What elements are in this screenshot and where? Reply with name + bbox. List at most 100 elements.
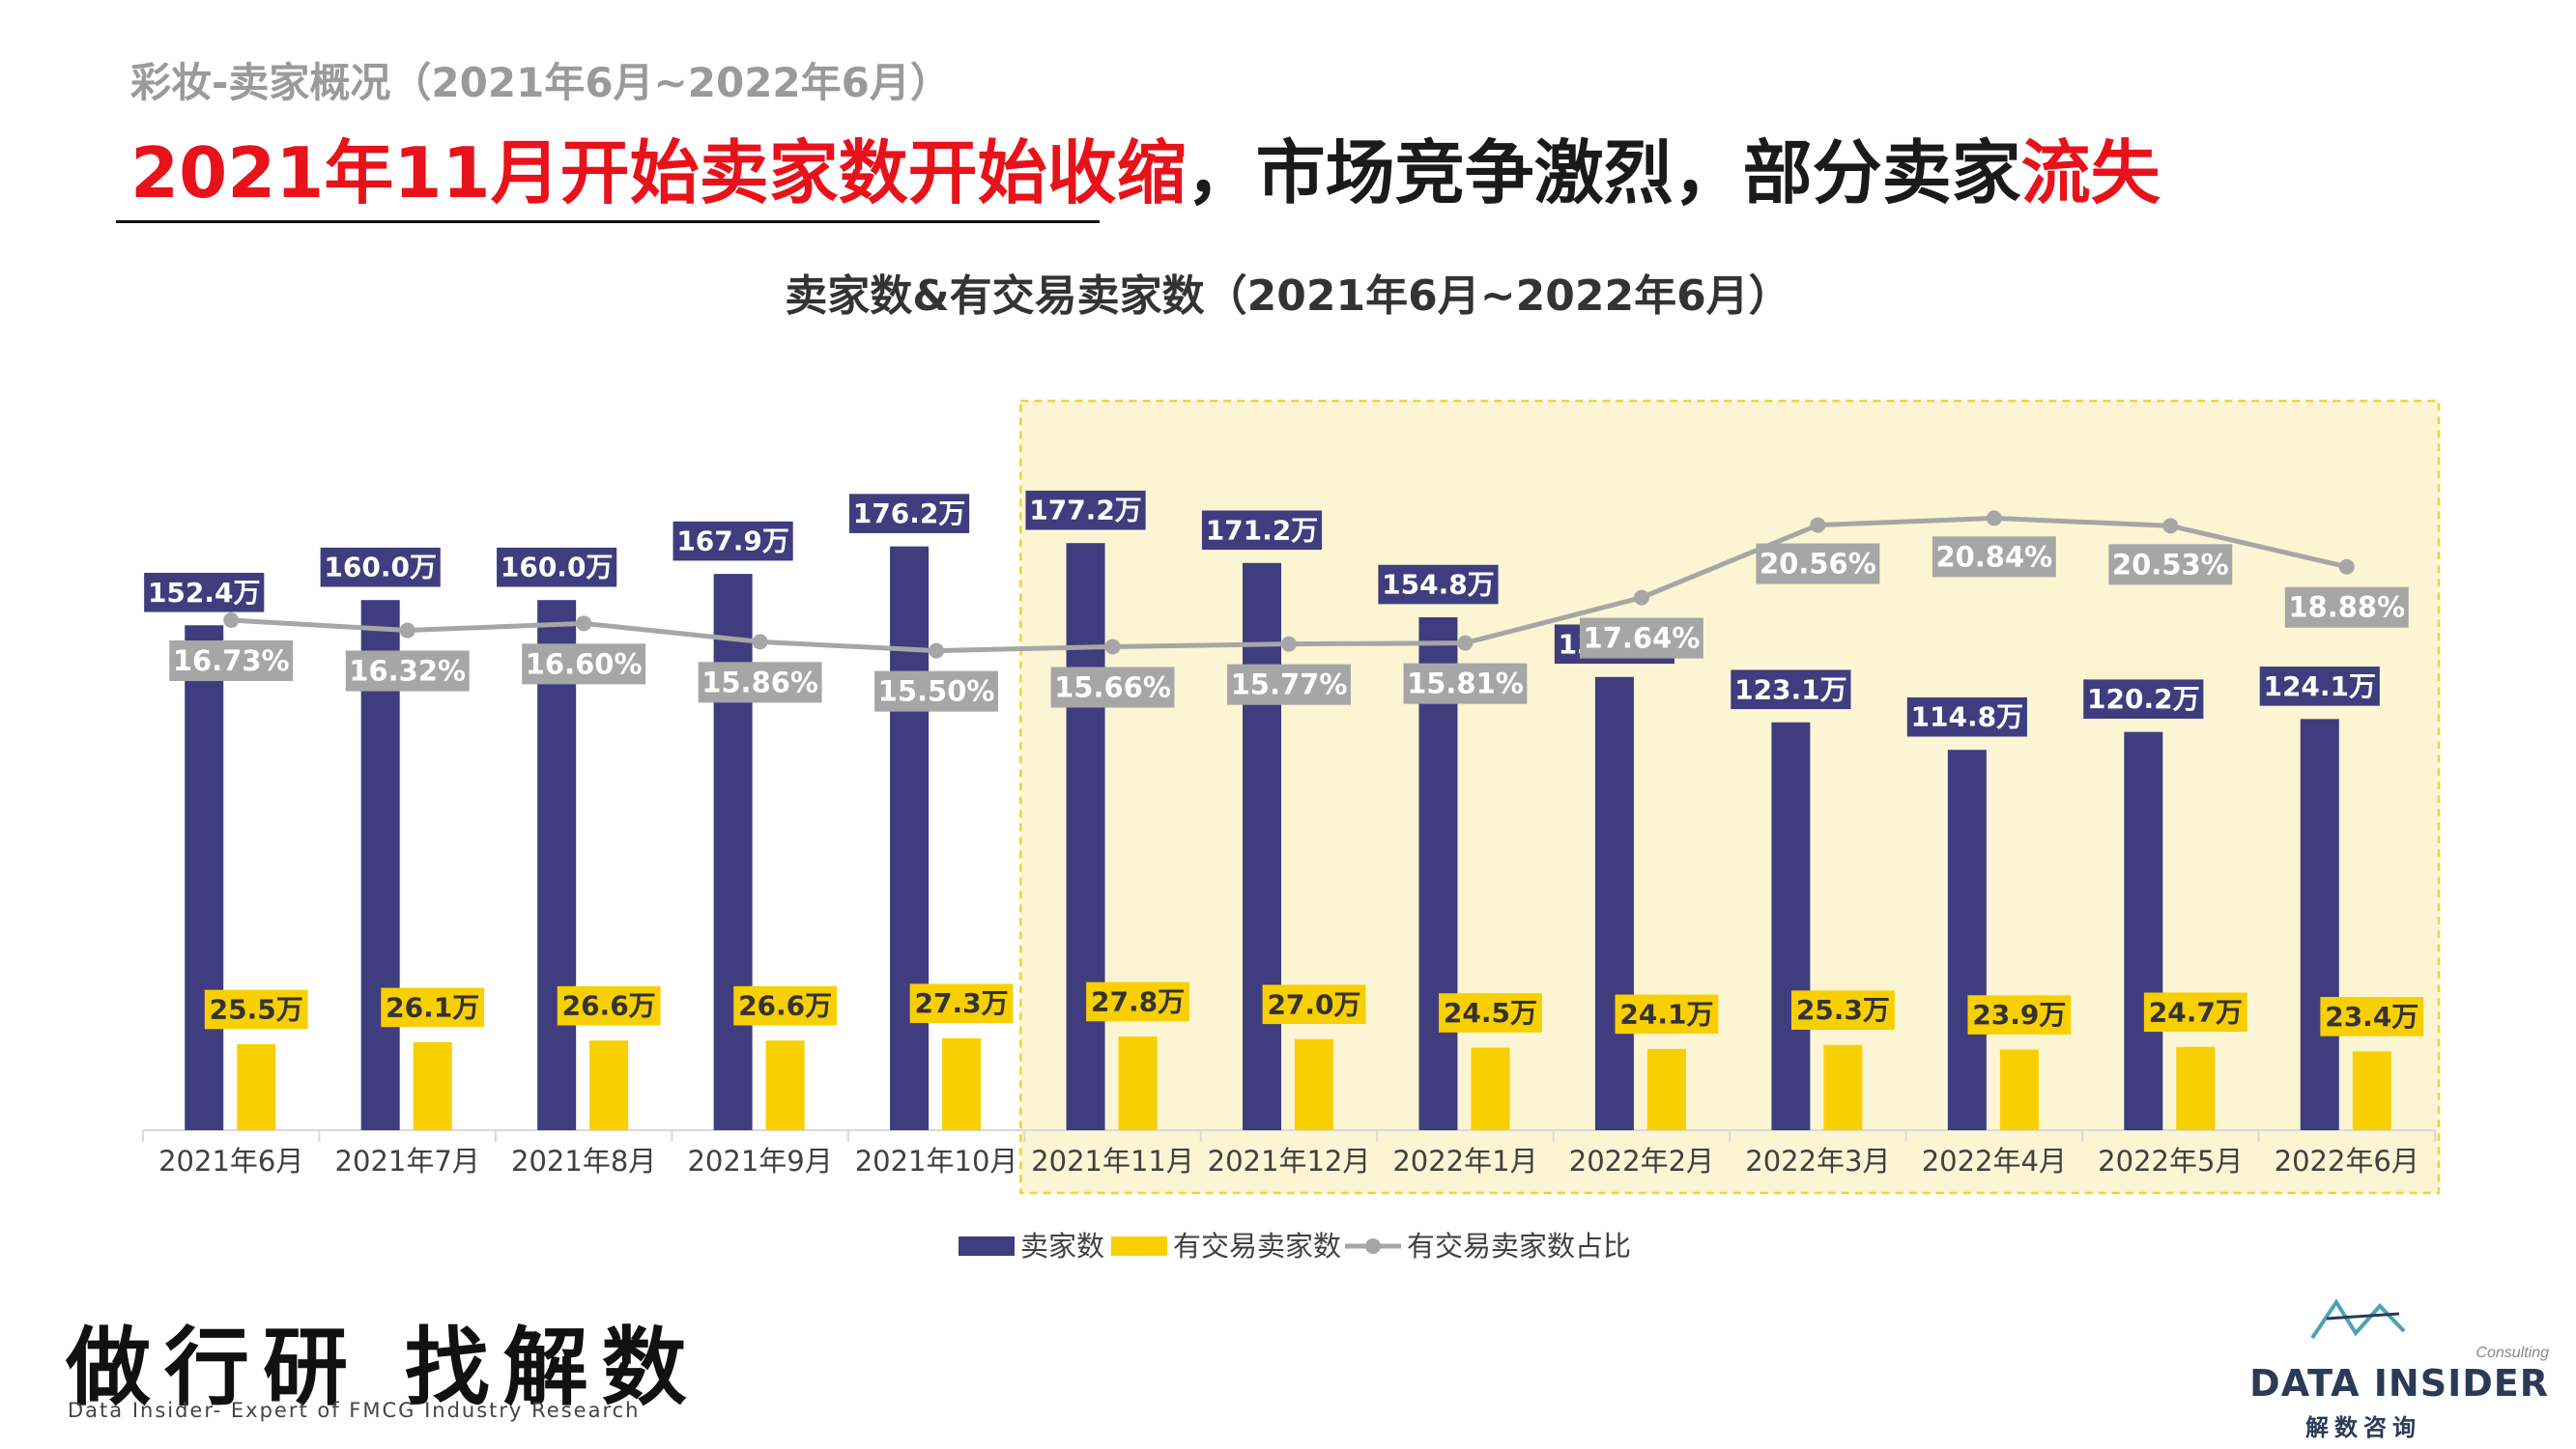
seller-label: 123.1万 [1731,669,1851,710]
ratio-point [399,622,415,639]
seller-bar [1594,676,1634,1130]
seller-label: 114.8万 [1906,696,2027,737]
trader-label: 24.1万 [1615,994,1719,1035]
seller-label: 176.2万 [848,494,970,533]
logo-mark-icon [2310,1298,2406,1340]
trader-bar [2352,1051,2391,1130]
ratio-point [1986,510,2002,526]
trader-label-text: 26.6万 [562,990,656,1022]
ratio-point [1281,636,1297,652]
ratio-label-text: 16.60% [526,647,643,680]
ratio-point [1633,589,1649,606]
trader-bar [2176,1046,2216,1130]
ratio-label-text: 16.73% [173,644,290,677]
seller-label: 120.2万 [2083,679,2204,720]
ratio-label-text: 15.81% [1407,668,1524,700]
ratio-label: 20.56% [1756,543,1880,584]
ratio-label: 15.86% [698,662,822,703]
ratio-point [752,634,768,650]
seller-bar [1066,543,1105,1130]
seller-chart: 152.4万 160.0万 160.0万 167.9万 176.2万 177.2万 171.… [142,399,2441,1263]
trader-label-text: 23.4万 [2325,1001,2419,1033]
headline-underline [116,220,1100,223]
trader-label: 24.7万 [2143,992,2247,1033]
trader-label-text: 24.5万 [1444,997,1537,1029]
seller-label-text: 176.2万 [853,497,966,529]
ratio-point [576,615,592,632]
seller-bar [185,625,224,1130]
seller-label-text: 120.2万 [2087,683,2200,715]
trader-label: 25.3万 [1790,990,1895,1031]
ratio-label: 15.50% [874,670,999,712]
trader-bar [1118,1036,1158,1130]
ratio-label: 20.53% [2108,544,2233,585]
x-tick-label: 2021年8月 [511,1145,656,1178]
seller-label-text: 167.9万 [676,526,789,557]
trader-label: 27.3万 [909,983,1014,1024]
page-headline: 2021年11月开始卖家数开始收缩，市场竞争激烈，部分卖家流失 [130,116,2161,217]
ratio-label: 15.66% [1050,667,1175,708]
ratio-label-text: 18.88% [2288,591,2405,624]
trader-label-text: 27.3万 [915,987,1009,1019]
seller-bar [1771,722,1811,1130]
seller-bar [537,600,577,1130]
ratio-label: 18.88% [2284,586,2409,628]
legend-swatch-dot [1365,1238,1381,1254]
headline-highlight-red-end: 流失 [2020,132,2161,213]
ratio-label: 16.32% [345,650,470,692]
ratio-point [2338,558,2355,575]
ratio-label-text: 20.56% [1760,548,1876,581]
ratio-label: 15.77% [1227,664,1351,705]
x-tick-label: 2022年6月 [2275,1145,2419,1178]
trader-bar [1646,1048,1686,1130]
seller-label: 171.2万 [1201,510,1323,551]
x-tick-label: 2021年10月 [855,1145,1018,1178]
ratio-point [929,642,945,659]
trader-label: 27.8万 [1086,981,1189,1022]
trader-bar [413,1041,452,1130]
trader-label: 26.6万 [733,985,838,1026]
ratio-label-text: 15.66% [1054,670,1171,703]
ratio-label-text: 15.77% [1231,668,1348,701]
x-tick-label: 2021年11月 [1031,1145,1194,1178]
trader-bar [237,1044,276,1130]
seller-label-text: 152.4万 [148,577,261,609]
headline-middle: ，市场竞争激烈，部分卖家 [1186,132,2021,213]
trader-label-text: 26.1万 [386,991,479,1023]
seller-label: 160.0万 [320,547,441,587]
logo-consulting: Consulting [2476,1345,2549,1361]
seller-bar [2124,731,2163,1130]
trader-label-text: 27.8万 [1091,985,1185,1017]
seller-label: 154.8万 [1378,564,1499,605]
x-tick-label: 2022年2月 [1569,1145,1714,1178]
footer-slogan-english: Data Insider- Expert of FMCG Industry Re… [68,1399,641,1422]
ratio-label-text: 20.84% [1935,540,2052,573]
x-tick-label: 2022年5月 [2098,1145,2243,1178]
seller-label-text: 177.2万 [1029,495,1142,526]
seller-label-text: 160.0万 [501,552,614,583]
seller-label-text: 154.8万 [1382,569,1495,601]
x-tick-label: 2022年4月 [1922,1145,2067,1178]
seller-label: 124.1万 [2259,667,2380,706]
seller-label-text: 160.0万 [324,552,437,583]
trader-label-text: 23.9万 [1972,999,2066,1031]
ratio-label-text: 15.86% [701,666,818,698]
trader-bar [765,1040,805,1130]
trader-label: 26.6万 [557,985,661,1026]
seller-label: 167.9万 [673,521,793,561]
logo-name-cn: 解数咨询 [2305,1414,2421,1441]
ratio-label-text: 15.50% [878,675,995,708]
seller-bar [1243,562,1281,1130]
x-tick-label: 2021年9月 [687,1145,832,1178]
seller-bar [890,546,930,1130]
trader-bar [589,1040,629,1130]
seller-label: 152.4万 [144,572,265,612]
trader-label-text: 24.1万 [1619,998,1713,1030]
logo-name: DATA INSIDER [2249,1362,2549,1405]
ratio-label-text: 20.53% [2112,548,2229,581]
trader-label: 23.4万 [2320,997,2424,1037]
trader-label-text: 25.5万 [210,994,303,1026]
legend-swatch [959,1236,1015,1256]
seller-label-text: 124.1万 [2263,670,2376,702]
ratio-label: 17.64% [1579,617,1703,659]
